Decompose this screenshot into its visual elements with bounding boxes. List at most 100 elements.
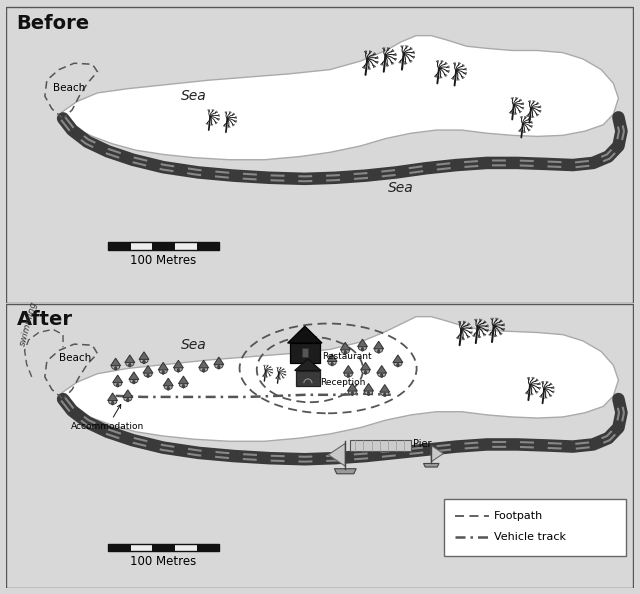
Ellipse shape — [129, 364, 131, 367]
Ellipse shape — [380, 374, 383, 378]
Bar — [130, 242, 152, 250]
Ellipse shape — [130, 378, 138, 383]
Polygon shape — [348, 384, 357, 391]
Ellipse shape — [347, 374, 349, 378]
Text: 100 Metres: 100 Metres — [130, 254, 196, 267]
Bar — [302, 348, 308, 357]
Polygon shape — [360, 362, 371, 370]
Polygon shape — [123, 390, 133, 397]
Polygon shape — [343, 365, 353, 373]
Ellipse shape — [341, 348, 349, 353]
Ellipse shape — [374, 347, 383, 353]
Ellipse shape — [116, 383, 119, 387]
Bar — [108, 544, 130, 551]
Polygon shape — [111, 358, 121, 366]
Polygon shape — [143, 365, 153, 373]
Ellipse shape — [364, 371, 367, 374]
Polygon shape — [364, 384, 374, 391]
Polygon shape — [334, 469, 356, 474]
Text: Sea: Sea — [180, 338, 207, 352]
Ellipse shape — [114, 381, 122, 386]
Ellipse shape — [144, 371, 152, 377]
Ellipse shape — [378, 349, 380, 353]
FancyBboxPatch shape — [6, 7, 632, 303]
Text: Reception: Reception — [320, 378, 365, 387]
Ellipse shape — [143, 360, 145, 364]
Polygon shape — [290, 343, 320, 363]
Ellipse shape — [344, 371, 353, 377]
Ellipse shape — [174, 366, 182, 372]
Ellipse shape — [367, 392, 370, 396]
Ellipse shape — [218, 365, 220, 369]
Polygon shape — [328, 443, 346, 466]
Ellipse shape — [164, 384, 172, 390]
Ellipse shape — [362, 368, 369, 374]
Ellipse shape — [126, 361, 134, 366]
Ellipse shape — [394, 361, 402, 366]
Polygon shape — [327, 354, 337, 362]
Ellipse shape — [328, 360, 336, 365]
Ellipse shape — [162, 371, 164, 374]
Polygon shape — [113, 375, 123, 383]
Ellipse shape — [115, 366, 117, 370]
Polygon shape — [350, 440, 411, 451]
Ellipse shape — [202, 368, 205, 372]
Polygon shape — [374, 341, 384, 349]
Ellipse shape — [179, 382, 188, 387]
Ellipse shape — [215, 363, 223, 368]
Text: Pier: Pier — [413, 440, 431, 450]
Text: Accommodation: Accommodation — [71, 405, 144, 431]
Polygon shape — [62, 36, 618, 160]
Ellipse shape — [177, 368, 180, 372]
Polygon shape — [296, 371, 320, 386]
Ellipse shape — [200, 366, 207, 372]
Ellipse shape — [397, 364, 399, 367]
Polygon shape — [173, 360, 184, 368]
Polygon shape — [380, 384, 390, 392]
Bar — [152, 242, 174, 250]
Ellipse shape — [378, 371, 386, 377]
Bar — [174, 544, 196, 551]
Text: 100 Metres: 100 Metres — [130, 555, 196, 568]
Ellipse shape — [358, 345, 367, 350]
Text: Beach: Beach — [59, 353, 92, 363]
Text: Vehicle track: Vehicle track — [494, 532, 566, 542]
Ellipse shape — [132, 380, 135, 384]
Text: After: After — [17, 310, 72, 329]
Polygon shape — [129, 372, 139, 380]
Polygon shape — [139, 352, 149, 359]
Bar — [152, 544, 174, 551]
Polygon shape — [198, 360, 209, 368]
Text: Footpath: Footpath — [494, 511, 543, 522]
FancyBboxPatch shape — [444, 500, 625, 557]
Text: Before: Before — [17, 14, 90, 33]
Ellipse shape — [109, 399, 116, 405]
Polygon shape — [431, 446, 444, 462]
Ellipse shape — [381, 390, 388, 396]
Ellipse shape — [147, 374, 149, 378]
Polygon shape — [287, 326, 322, 343]
Text: Sea: Sea — [388, 181, 414, 195]
Polygon shape — [179, 376, 188, 384]
Text: Beach: Beach — [53, 83, 85, 93]
Ellipse shape — [111, 364, 120, 369]
Ellipse shape — [124, 396, 132, 401]
Polygon shape — [358, 339, 367, 347]
Polygon shape — [108, 393, 118, 400]
Bar — [108, 242, 130, 250]
Polygon shape — [424, 463, 439, 467]
FancyBboxPatch shape — [6, 304, 632, 588]
Polygon shape — [340, 342, 350, 350]
Bar — [174, 242, 196, 250]
Ellipse shape — [127, 398, 129, 402]
Polygon shape — [393, 355, 403, 362]
Ellipse shape — [365, 390, 372, 395]
Ellipse shape — [344, 350, 347, 355]
Polygon shape — [294, 359, 321, 371]
Text: Sea: Sea — [180, 89, 207, 103]
Bar — [196, 242, 219, 250]
Polygon shape — [163, 378, 173, 386]
Ellipse shape — [182, 384, 185, 388]
Polygon shape — [158, 362, 168, 370]
Polygon shape — [125, 355, 135, 362]
